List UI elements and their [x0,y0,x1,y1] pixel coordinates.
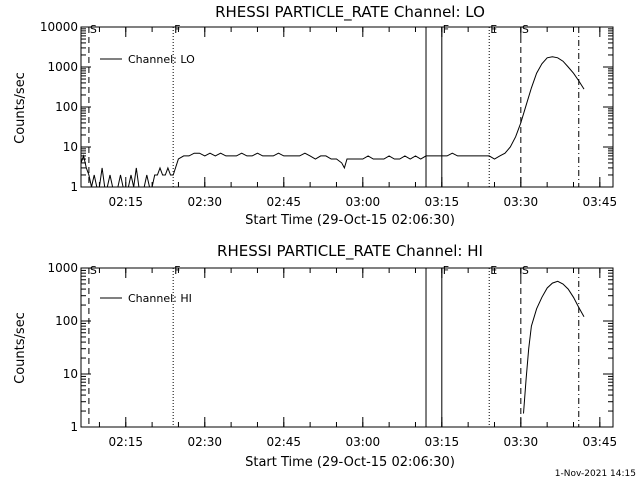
x-tick-label: 02:30 [187,195,222,209]
event-marker-label: F [443,23,449,36]
x-tick-label: 03:00 [346,435,381,449]
legend-label-lo: Channel: LO [128,53,195,66]
x-tick-label: 02:30 [187,435,222,449]
y-tick-label: 10 [63,367,78,381]
panel-lo: RHESSI PARTICLE_RATE Channel: LO Start T… [13,3,617,228]
y-tick-label: 100 [55,314,78,328]
plot-frame [80,267,614,428]
event-marker-label: E [490,23,497,36]
event-marker-label: S [522,264,529,277]
series-line [523,280,585,414]
x-tick-label: 03:30 [504,195,539,209]
x-tick-label: 03:15 [425,435,460,449]
legend-label-hi: Channel: HI [128,292,192,305]
x-tick-label: 02:15 [108,435,143,449]
x-tick-label: 03:15 [425,195,460,209]
y-tick-label: 10000 [40,20,78,34]
x-axis-label-hi: Start Time (29-Oct-15 02:06:30) [245,455,455,470]
x-tick-label: 02:15 [108,195,143,209]
event-marker-label: F [174,23,180,36]
x-tick-label: 03:00 [346,195,381,209]
y-tick-label: 1000 [47,60,78,74]
event-marker-label: S [90,264,97,277]
x-tick-label: 03:30 [504,435,539,449]
panel-hi: RHESSI PARTICLE_RATE Channel: HI Start T… [13,242,617,470]
event-marker-label: S [90,23,97,36]
y-tick-label: 1000 [47,261,78,275]
x-tick-label: 02:45 [266,435,301,449]
plot-frame [80,26,614,188]
y-axis-label-lo: Counts/sec [13,72,28,144]
y-tick-label: 1 [70,180,78,194]
x-axis-label-lo: Start Time (29-Oct-15 02:06:30) [245,213,455,228]
series-line [80,56,585,188]
timestamp: 1-Nov-2021 14:15 [555,469,636,479]
x-tick-label: 03:45 [583,195,618,209]
event-marker-label: S [522,23,529,36]
event-marker-label: E [490,264,497,277]
chart-title-hi: RHESSI PARTICLE_RATE Channel: HI [217,242,483,261]
y-tick-label: 1 [70,420,78,434]
event-marker-label: F [443,264,449,277]
event-marker-label: F [174,264,180,277]
chart-title-lo: RHESSI PARTICLE_RATE Channel: LO [215,3,485,22]
y-tick-label: 10 [63,140,78,154]
y-axis-label-hi: Counts/sec [13,312,28,384]
x-tick-label: 02:45 [266,195,301,209]
y-tick-label: 100 [55,100,78,114]
x-tick-label: 03:45 [583,435,618,449]
